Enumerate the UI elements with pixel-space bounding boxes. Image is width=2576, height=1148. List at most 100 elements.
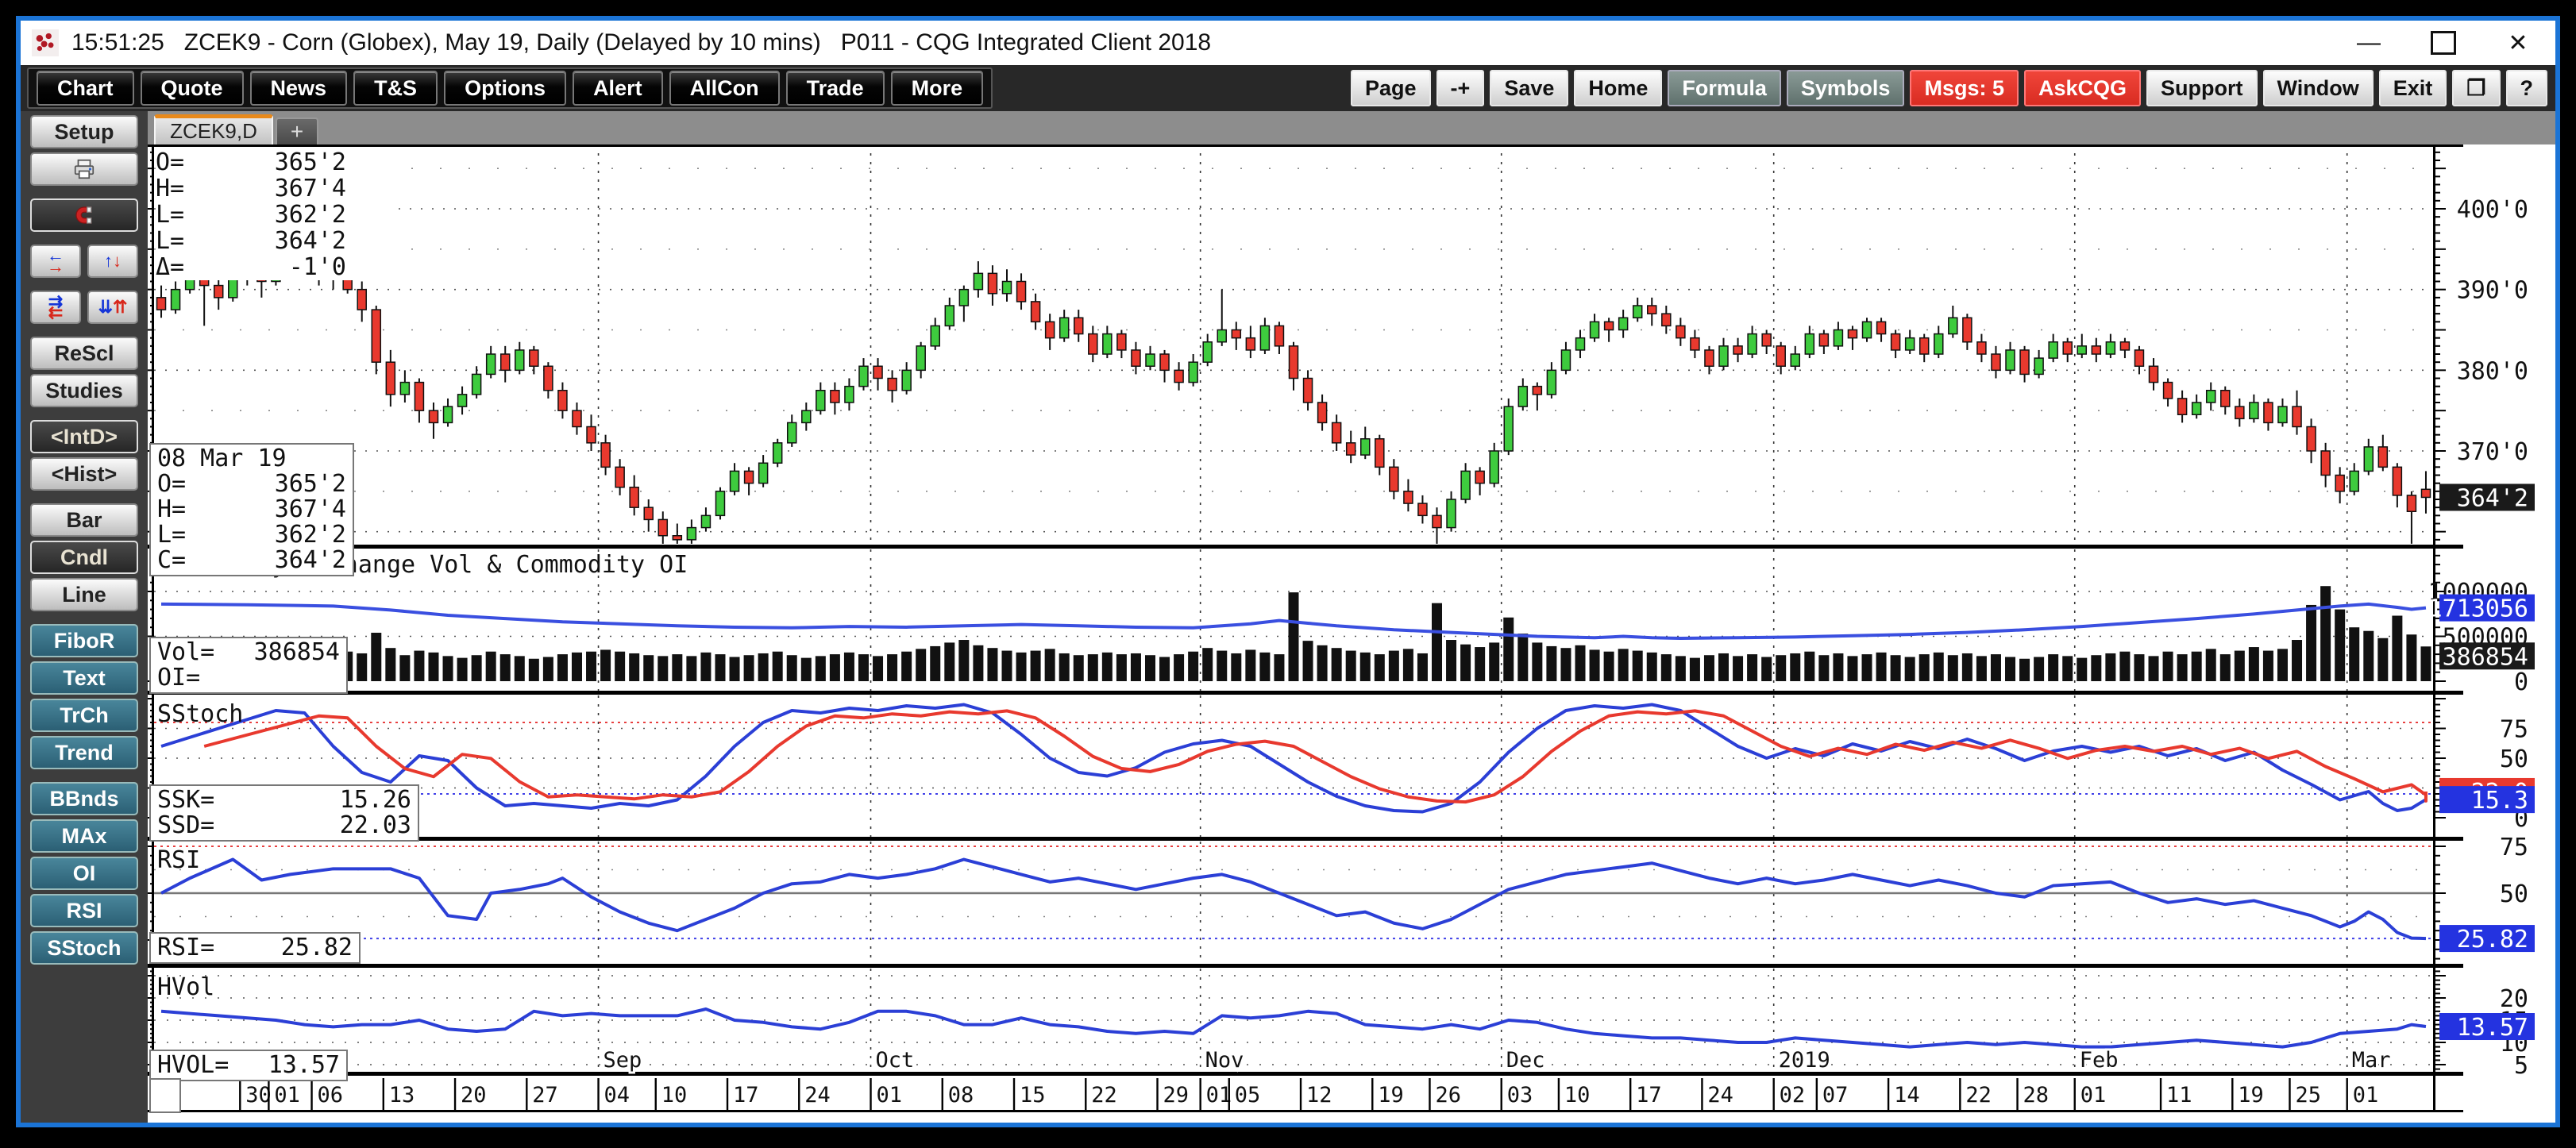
svg-text:15: 15: [1020, 1083, 1046, 1108]
restore-button[interactable]: ❐: [2452, 70, 2501, 106]
svg-text:05: 05: [1235, 1083, 1261, 1108]
save-button[interactable]: Save: [1490, 70, 1569, 106]
axis-corner-box[interactable]: [149, 1078, 181, 1113]
scroll-vertical-button[interactable]: ↑↓: [87, 245, 138, 278]
svg-text:5: 5: [2514, 1052, 2528, 1080]
app-icon: [32, 29, 59, 56]
menu-ts-button[interactable]: T&S: [353, 71, 438, 106]
text-button[interactable]: Text: [30, 661, 138, 695]
svg-text:30: 30: [245, 1083, 272, 1108]
close-button[interactable]: ✕: [2508, 29, 2528, 56]
page-button[interactable]: Page: [1351, 70, 1431, 106]
svg-text:13: 13: [389, 1083, 415, 1108]
chart-body[interactable]: 400'0 390'0 380'0 370'0 364'2 1000000 500000 0 1…: [148, 144, 2555, 1123]
line-button[interactable]: Line: [30, 578, 138, 611]
compress-horizontal-button[interactable]: ⇉ ⇇: [30, 291, 81, 324]
exit-button[interactable]: Exit: [2378, 70, 2447, 106]
title-bar: 15:51:25 ZCEK9 - Corn (Globex), May 19, …: [21, 21, 2555, 65]
svg-text:Sep: Sep: [604, 1048, 642, 1073]
svg-text:370'0: 370'0: [2457, 438, 2528, 466]
cqg-window: 15:51:25 ZCEK9 - Corn (Globex), May 19, …: [16, 16, 2560, 1127]
svg-text:26: 26: [1435, 1083, 1461, 1108]
menu-left-group: Chart Quote News T&S Options Alert AllCon Trade…: [27, 67, 993, 109]
intraday-button[interactable]: <IntD>: [30, 420, 138, 453]
rsi-info-box: RSI= 25.82: [149, 932, 361, 964]
svg-text:29: 29: [1163, 1083, 1190, 1108]
sstoch-button[interactable]: SStoch: [30, 931, 138, 965]
svg-text:Mar: Mar: [2352, 1048, 2391, 1073]
menu-more-button[interactable]: More: [890, 71, 984, 106]
scroll-horizontal-icon: ← →: [47, 245, 64, 276]
scroll-vertical-icon: ↑↓: [104, 251, 121, 271]
svg-text:19: 19: [1378, 1083, 1404, 1108]
svg-text:27: 27: [532, 1083, 558, 1108]
menu-chart-button[interactable]: Chart: [37, 71, 134, 106]
menu-trade-button[interactable]: Trade: [785, 71, 885, 106]
askcqg-button[interactable]: AskCQG: [2023, 70, 2142, 106]
bar-button[interactable]: Bar: [30, 503, 138, 537]
svg-text:13.57: 13.57: [2457, 1014, 2528, 1042]
max-button[interactable]: MAx: [30, 819, 138, 853]
svg-text:01: 01: [1206, 1083, 1232, 1108]
trch-button[interactable]: TrCh: [30, 699, 138, 732]
svg-text:06: 06: [318, 1083, 344, 1108]
support-button[interactable]: Support: [2146, 70, 2258, 106]
trend-button[interactable]: Trend: [30, 736, 138, 769]
minimize-button[interactable]: —: [2357, 29, 2381, 56]
svg-text:Feb: Feb: [2080, 1048, 2119, 1073]
chart-svg[interactable]: 400'0390'0380'0370'0364'2100000050000001…: [148, 144, 2555, 1123]
menu-alert-button[interactable]: Alert: [573, 71, 663, 106]
svg-text:01: 01: [2353, 1083, 2379, 1108]
menu-news-button[interactable]: News: [249, 71, 348, 106]
bbands-button[interactable]: BBnds: [30, 782, 138, 815]
add-tab-button[interactable]: +: [276, 117, 318, 144]
oi-button[interactable]: OI: [30, 857, 138, 890]
window-button[interactable]: Window: [2262, 70, 2374, 106]
svg-text:12: 12: [1306, 1083, 1332, 1108]
svg-text:10: 10: [1564, 1083, 1591, 1108]
compress-horizontal-icon: ⇉ ⇇: [48, 291, 64, 322]
svg-text:75: 75: [2500, 834, 2528, 861]
svg-text:25: 25: [2295, 1083, 2321, 1108]
rsi-button[interactable]: RSI: [30, 894, 138, 927]
scroll-horizontal-button[interactable]: ← →: [30, 245, 81, 278]
magnet-icon: [75, 206, 92, 224]
hvol-panel-title: HVol: [157, 973, 215, 1001]
window-title: 15:51:25 ZCEK9 - Corn (Globex), May 19, …: [71, 29, 1212, 56]
svg-text:24: 24: [804, 1083, 831, 1108]
svg-text:17: 17: [1636, 1083, 1662, 1108]
svg-text:Oct: Oct: [876, 1048, 915, 1073]
svg-text:386854: 386854: [2443, 643, 2528, 671]
volume-info-box: Vol= 386854 OI=: [149, 637, 348, 694]
home-button[interactable]: Home: [1574, 70, 1663, 106]
menu-quote-button[interactable]: Quote: [140, 71, 244, 106]
svg-text:75: 75: [2500, 716, 2528, 744]
menu-allcon-button[interactable]: AllCon: [669, 71, 780, 106]
svg-text:14: 14: [1894, 1083, 1920, 1108]
rescale-button[interactable]: ReScl: [30, 337, 138, 370]
svg-text:08: 08: [948, 1083, 974, 1108]
svg-text:01: 01: [877, 1083, 903, 1108]
print-button[interactable]: [30, 152, 138, 186]
formula-button[interactable]: Formula: [1668, 70, 1781, 106]
svg-text:20: 20: [461, 1083, 487, 1108]
rsi-panel-title: RSI: [157, 846, 201, 874]
messages-button[interactable]: Msgs: 5: [1910, 70, 2019, 106]
add-remove-button[interactable]: -+: [1436, 70, 1485, 106]
svg-text:15.3: 15.3: [2471, 787, 2528, 815]
fibor-button[interactable]: FiboR: [30, 624, 138, 657]
svg-text:2019: 2019: [1779, 1048, 1830, 1073]
tab-zcek9-daily[interactable]: ZCEK9,D: [154, 114, 273, 144]
setup-button[interactable]: Setup: [30, 115, 138, 148]
symbols-button[interactable]: Symbols: [1786, 70, 1905, 106]
historical-button[interactable]: <Hist>: [30, 457, 138, 491]
maximize-button[interactable]: [2406, 21, 2481, 65]
menu-options-button[interactable]: Options: [444, 71, 567, 106]
svg-text:01: 01: [274, 1083, 300, 1108]
candle-button[interactable]: Cndl: [30, 541, 138, 574]
compress-vertical-button[interactable]: ⇊⇈: [87, 291, 138, 324]
help-button[interactable]: ?: [2505, 70, 2547, 106]
svg-text:400'0: 400'0: [2457, 196, 2528, 224]
studies-button[interactable]: Studies: [30, 374, 138, 407]
magnet-button[interactable]: [30, 198, 138, 232]
